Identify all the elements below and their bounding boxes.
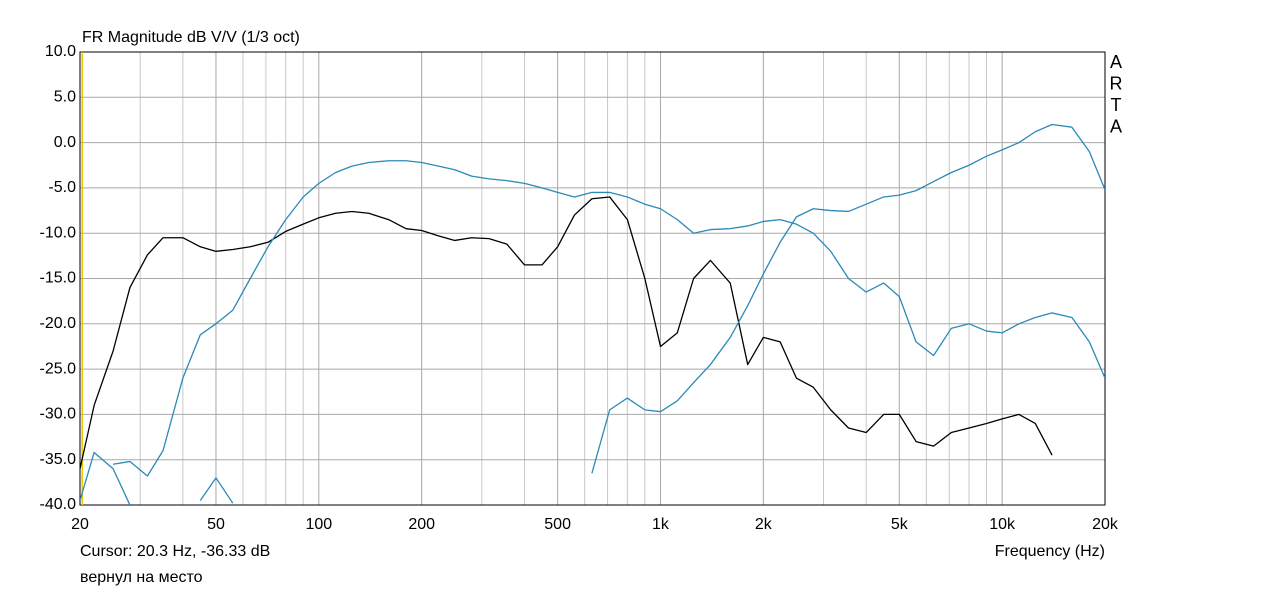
cursor-readout: Cursor: 20.3 Hz, -36.33 dB (80, 543, 270, 560)
y-tick-label: 0.0 (54, 134, 76, 151)
x-tick-label: 20k (1092, 516, 1119, 533)
x-tick-label: 20 (71, 516, 89, 533)
x-tick-label: 10k (989, 516, 1016, 533)
y-tick-label: -15.0 (40, 270, 77, 287)
y-tick-label: -20.0 (40, 315, 77, 332)
x-axis-label: Frequency (Hz) (995, 543, 1105, 560)
x-tick-label: 500 (544, 516, 571, 533)
x-tick-label: 200 (408, 516, 435, 533)
y-tick-label: -35.0 (40, 451, 77, 468)
y-tick-label: -10.0 (40, 224, 77, 241)
y-tick-label: -30.0 (40, 406, 77, 423)
y-tick-label: -5.0 (48, 179, 76, 196)
brand-letter: T (1111, 95, 1122, 115)
series-line (113, 160, 1105, 477)
x-tick-label: 50 (207, 516, 225, 533)
plot-area (80, 52, 1105, 505)
y-tick-label: 5.0 (54, 89, 76, 106)
y-tick-label: -25.0 (40, 360, 77, 377)
y-tick-label: 10.0 (45, 43, 76, 60)
plot-frame (79, 51, 1106, 506)
chart-title: FR Magnitude dB V/V (1/3 oct) (82, 29, 300, 46)
x-tick-label: 1k (652, 516, 670, 533)
x-tick-label: 2k (755, 516, 773, 533)
note: вернул на место (80, 569, 203, 586)
series-line (80, 123, 1105, 505)
brand-letter: A (1110, 116, 1122, 136)
series-line (80, 196, 1053, 469)
x-tick-label: 5k (891, 516, 909, 533)
brand-letter: R (1110, 73, 1123, 93)
x-tick-label: 100 (305, 516, 332, 533)
brand-letter: A (1110, 52, 1122, 72)
y-tick-label: -40.0 (40, 496, 77, 513)
